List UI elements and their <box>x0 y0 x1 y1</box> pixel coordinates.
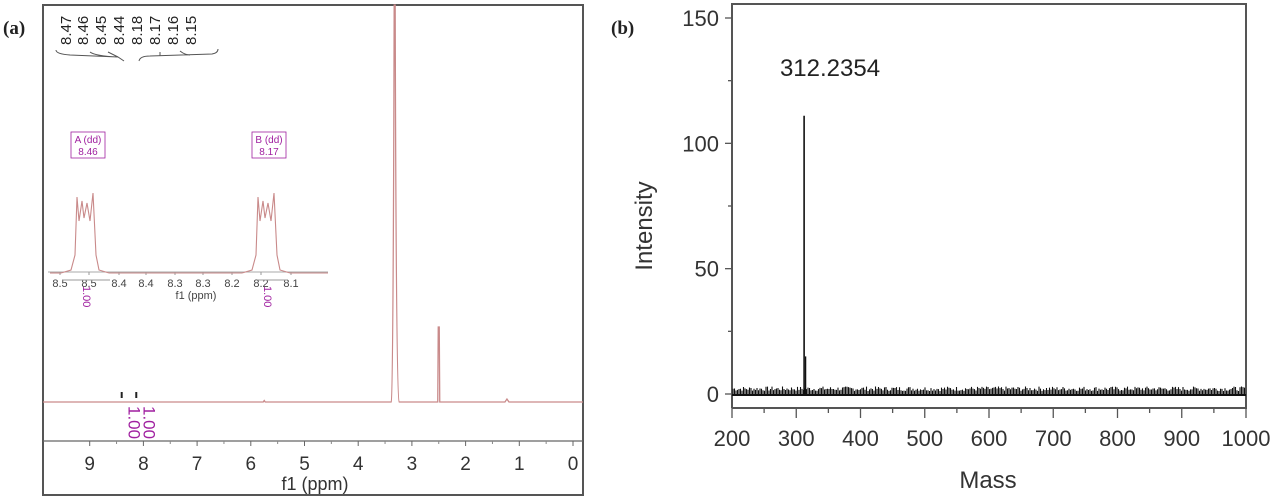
multiplet-label: B (dd) <box>255 135 282 146</box>
ms-x-tick-label: 300 <box>778 426 815 451</box>
nmr-x-tick-label: 0 <box>568 454 579 475</box>
ms-x-tick-label: 800 <box>1099 426 1136 451</box>
nmr-inset: 8.5 8.5 8.4 8.4 8.3 8.3 8.2 8.2 8.1 f1 (ppm) 1.00 1… <box>48 131 328 307</box>
inset-x-tick-label: 8.1 <box>283 278 298 290</box>
inset-x-tick-label: 8.4 <box>138 278 153 290</box>
inset-x-tick-label: 8.3 <box>167 278 182 290</box>
inset-integral-value: 1.00 <box>261 286 273 307</box>
multiplet-annotation-box <box>70 131 106 159</box>
nmr-x-tick-label: 5 <box>299 454 310 475</box>
multiplet-shift: 8.17 <box>259 147 279 158</box>
nmr-integral-value: 1.00 <box>125 406 144 439</box>
panel-label-a: (a) <box>3 18 26 39</box>
nmr-peak-label: 8.17 <box>147 16 164 45</box>
ms-y-axis-label: Intensity <box>631 181 658 270</box>
nmr-x-tick-label: 2 <box>460 454 471 475</box>
nmr-peak-label: 8.45 <box>93 16 110 45</box>
ms-x-axis-label: Mass <box>959 467 1016 494</box>
multiplet-shift: 8.46 <box>78 147 98 158</box>
nmr-spectrum-line <box>43 4 583 403</box>
nmr-frame <box>42 4 584 496</box>
ms-baseline-noise <box>732 386 1246 395</box>
inset-x-tick-label: 8.2 <box>253 278 268 290</box>
nmr-x-tick-label: 7 <box>192 454 203 475</box>
nmr-x-tick-label: 4 <box>353 454 364 475</box>
inset-multiplet-a <box>60 192 110 274</box>
nmr-peak-label: 8.15 <box>183 16 200 45</box>
inset-x-axis-label: f1 (ppm) <box>176 290 217 302</box>
inset-integral-value: 1.00 <box>80 286 92 307</box>
nmr-peak-label: 8.47 <box>58 16 75 45</box>
ms-y-tick-label: 0 <box>707 382 719 407</box>
ms-x-tick-label: 700 <box>1035 426 1072 451</box>
ms-y-tick-label: 150 <box>682 6 719 31</box>
nmr-integral-value: 1.00 <box>139 406 158 439</box>
multiplet-label: A (dd) <box>75 135 102 146</box>
nmr-x-axis-label: f1 (ppm) <box>281 474 348 494</box>
ms-x-tick-label: 200 <box>714 426 751 451</box>
inset-x-tick-label: 8.4 <box>111 278 126 290</box>
ms-peak-annotation: 312.2354 <box>780 55 880 82</box>
inset-x-tick-label: 8.3 <box>195 278 210 290</box>
nmr-x-tick-label: 6 <box>246 454 257 475</box>
nmr-peak-label: 8.44 <box>111 16 128 45</box>
ms-x-tick-label: 900 <box>1163 426 1200 451</box>
nmr-peak-label: 8.18 <box>129 16 146 45</box>
nmr-x-tick-label: 9 <box>84 454 95 475</box>
panel-label-b: (b) <box>611 18 635 39</box>
ms-x-tick-label: 500 <box>906 426 943 451</box>
nmr-x-tick-label: 8 <box>138 454 149 475</box>
ms-frame <box>731 3 1247 409</box>
inset-x-tick-label: 8.2 <box>224 278 239 290</box>
ms-y-tick-label: 100 <box>682 131 719 156</box>
inset-x-tick-label: 8.5 <box>81 278 96 290</box>
nmr-x-tick-label: 1 <box>514 454 525 475</box>
ms-y-tick-label: 50 <box>695 257 719 282</box>
ms-x-tick-label: 1000 <box>1222 426 1271 451</box>
nmr-chart: 9 8 7 6 5 4 3 2 1 0f1 (ppm)1.001.008.47 8.46 8.45 8.… <box>42 4 584 496</box>
multiplet-annotation-box <box>251 131 287 159</box>
nmr-x-tick-label: 3 <box>407 454 418 475</box>
inset-multiplet-b <box>241 192 291 274</box>
ms-x-tick-label: 600 <box>971 426 1008 451</box>
ms-x-tick-label: 400 <box>842 426 879 451</box>
nmr-peak-label: 8.46 <box>75 16 92 45</box>
inset-x-tick-label: 8.5 <box>52 278 67 290</box>
nmr-peak-label: 8.16 <box>165 16 182 45</box>
